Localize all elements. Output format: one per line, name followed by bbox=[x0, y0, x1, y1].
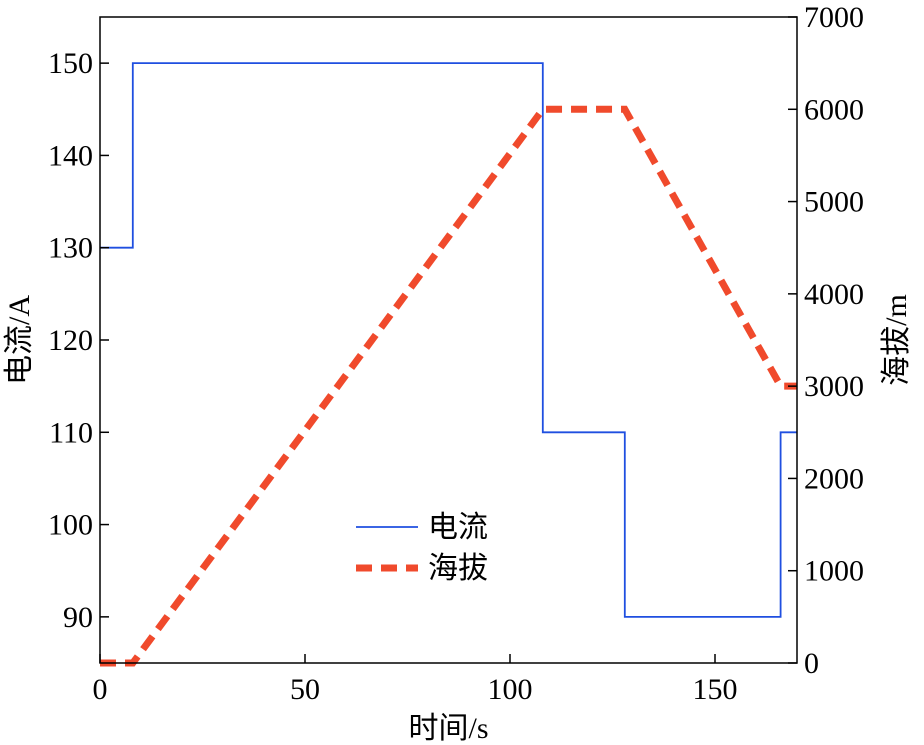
right-y-tick-label: 1000 bbox=[804, 555, 864, 588]
left-y-tick-label: 130 bbox=[48, 232, 93, 265]
x-tick-label: 50 bbox=[290, 673, 320, 706]
right-y-tick-label: 3000 bbox=[804, 370, 864, 403]
x-axis-title: 时间/s bbox=[408, 712, 488, 745]
left-y-tick-label: 120 bbox=[48, 324, 93, 357]
left-y-tick-label: 90 bbox=[63, 601, 93, 634]
right-y-tick-label: 7000 bbox=[804, 1, 864, 34]
right-y-tick-label: 4000 bbox=[804, 278, 864, 311]
x-tick-label: 150 bbox=[693, 673, 738, 706]
right-y-axis-title: 海拔/m bbox=[880, 294, 913, 386]
right-y-tick-label: 5000 bbox=[804, 186, 864, 219]
left-y-tick-label: 140 bbox=[48, 139, 93, 172]
series-line-1 bbox=[100, 62, 797, 618]
right-y-tick-label: 0 bbox=[804, 647, 819, 680]
legend-label-2: 海拔 bbox=[428, 552, 488, 585]
legend-label-1: 电流 bbox=[428, 511, 488, 544]
left-y-tick-label: 110 bbox=[49, 416, 93, 449]
x-tick-label: 100 bbox=[488, 673, 533, 706]
right-y-tick-label: 6000 bbox=[804, 93, 864, 126]
left-y-axis-title: 电流/A bbox=[3, 295, 36, 385]
left-y-tick-label: 100 bbox=[48, 509, 93, 542]
left-y-tick-label: 150 bbox=[48, 47, 93, 80]
axis-ticks: 0 50 100 150 90 100 110 120 130 140 150 0 1000 2000 30… bbox=[48, 1, 864, 706]
x-tick-label: 0 bbox=[93, 673, 108, 706]
right-y-tick-label: 2000 bbox=[804, 462, 864, 495]
